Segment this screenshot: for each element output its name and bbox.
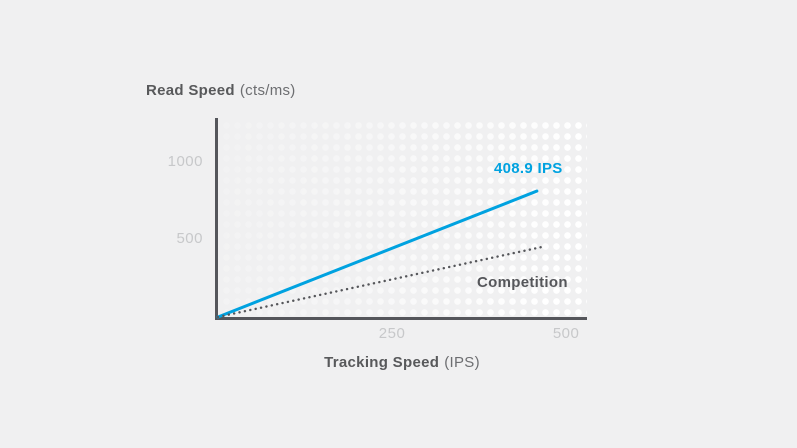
dot-grid-background [218,118,587,317]
series-lines [216,189,547,319]
y-axis-title-main: Read Speed [146,82,235,99]
y-axis-title-unit: (cts/ms) [239,82,296,99]
x-axis-title-main: Tracking Speed [324,354,440,371]
y-axis-title: Read Speed (cts/ms) [146,82,296,99]
x-axis-title-unit: (IPS) [444,354,480,371]
hero-series-label: 408.9 IPS [494,160,563,177]
series-line-solid [216,189,539,319]
competition-series-label: Competition [477,274,568,291]
series-line-dotted [216,245,547,319]
y-tick-label: 500 [176,230,203,248]
y-tick-label: 1000 [167,152,203,170]
x-tick-label: 500 [552,325,580,342]
x-axis-title: Tracking Speed (IPS) [324,354,480,371]
x-tick-label: 250 [378,325,406,342]
plot-area [215,118,587,320]
